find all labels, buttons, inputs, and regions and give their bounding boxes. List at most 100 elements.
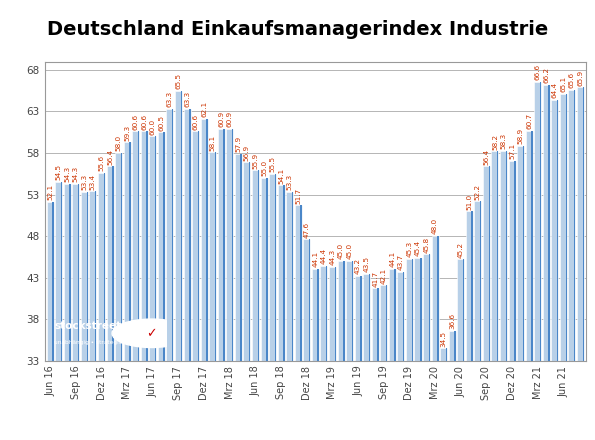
Bar [252, 170, 259, 361]
Bar [86, 192, 88, 361]
Text: unabhängig • strategisch • trefflicher: unabhängig • strategisch • trefflicher [54, 340, 165, 345]
Bar [141, 132, 148, 361]
Text: 60.0: 60.0 [150, 119, 156, 135]
Bar [258, 170, 259, 361]
Text: 54.3: 54.3 [64, 166, 70, 182]
Bar [149, 136, 156, 361]
Text: 55.5: 55.5 [270, 156, 275, 172]
Text: 63.3: 63.3 [167, 91, 173, 107]
Text: 58.9: 58.9 [518, 128, 524, 144]
Text: 41.7: 41.7 [372, 271, 378, 287]
Text: 57.9: 57.9 [236, 136, 242, 152]
Bar [275, 174, 276, 361]
Bar [249, 162, 250, 361]
Text: 45.8: 45.8 [424, 237, 430, 253]
Bar [206, 119, 208, 361]
Bar [138, 132, 139, 361]
Bar [480, 201, 481, 361]
Bar [428, 254, 430, 361]
Bar [115, 153, 122, 361]
Bar [329, 267, 336, 361]
Bar [129, 142, 131, 361]
Bar [240, 154, 242, 361]
Bar [89, 191, 96, 361]
Bar [394, 268, 396, 361]
Bar [560, 94, 567, 361]
Bar [500, 150, 507, 361]
Bar [334, 267, 336, 361]
Bar [318, 268, 319, 361]
Bar [552, 100, 558, 361]
Text: 53.3: 53.3 [82, 174, 87, 191]
Text: 56.4: 56.4 [107, 149, 113, 165]
Text: 66.2: 66.2 [543, 67, 549, 83]
Bar [261, 178, 268, 361]
Text: 52.1: 52.1 [47, 184, 53, 200]
Bar [483, 166, 490, 361]
Text: 53.4: 53.4 [90, 173, 96, 190]
Bar [466, 211, 473, 361]
Text: 60.6: 60.6 [193, 114, 199, 130]
Bar [523, 146, 524, 361]
Bar [343, 261, 345, 361]
Bar [543, 85, 550, 361]
Bar [201, 119, 208, 361]
Bar [412, 259, 413, 361]
Bar [269, 174, 276, 361]
Text: 43.2: 43.2 [355, 258, 361, 275]
Text: 34.5: 34.5 [441, 330, 447, 347]
Text: 60.6: 60.6 [141, 114, 148, 130]
Bar [300, 205, 302, 361]
Text: 47.6: 47.6 [304, 222, 310, 238]
Text: Deutschland Einkaufsmanagerindex Industrie: Deutschland Einkaufsmanagerindex Industr… [47, 20, 548, 39]
Text: 59.3: 59.3 [124, 125, 130, 140]
Text: 51.0: 51.0 [466, 194, 472, 209]
Bar [363, 274, 370, 361]
Bar [397, 272, 405, 361]
Bar [488, 166, 490, 361]
Text: 65.5: 65.5 [176, 73, 181, 89]
Bar [283, 185, 284, 361]
Bar [78, 184, 79, 361]
Text: 63.3: 63.3 [184, 91, 190, 107]
Bar [158, 132, 165, 361]
Bar [326, 266, 327, 361]
Bar [70, 184, 71, 361]
Bar [73, 184, 79, 361]
Bar [46, 202, 54, 361]
Bar [218, 129, 225, 361]
Text: 56.9: 56.9 [244, 144, 250, 161]
Bar [534, 81, 541, 361]
Bar [192, 132, 199, 361]
Text: 66.6: 66.6 [535, 64, 541, 80]
Bar [449, 331, 456, 361]
Text: 44.4: 44.4 [321, 248, 327, 264]
Bar [337, 261, 345, 361]
Bar [223, 129, 225, 361]
Bar [403, 272, 405, 361]
Bar [423, 254, 430, 361]
Bar [243, 162, 250, 361]
Bar [526, 131, 533, 361]
Text: 45.0: 45.0 [338, 243, 344, 260]
Bar [389, 268, 396, 361]
Text: 58.2: 58.2 [492, 134, 498, 150]
Text: 45.0: 45.0 [346, 243, 353, 260]
Bar [574, 90, 575, 361]
Text: 60.7: 60.7 [526, 113, 532, 129]
Bar [164, 132, 165, 361]
Text: 60.6: 60.6 [133, 114, 139, 130]
Text: 62.1: 62.1 [201, 101, 207, 117]
Text: 55.0: 55.0 [261, 160, 267, 176]
Bar [55, 182, 62, 361]
Text: 55.6: 55.6 [99, 155, 105, 171]
Bar [540, 81, 541, 361]
Bar [198, 132, 199, 361]
Bar [295, 205, 302, 361]
Bar [303, 239, 311, 361]
Bar [583, 88, 584, 361]
Text: 51.7: 51.7 [295, 187, 301, 204]
Text: 65.6: 65.6 [569, 72, 575, 88]
Bar [155, 136, 156, 361]
Bar [278, 185, 284, 361]
